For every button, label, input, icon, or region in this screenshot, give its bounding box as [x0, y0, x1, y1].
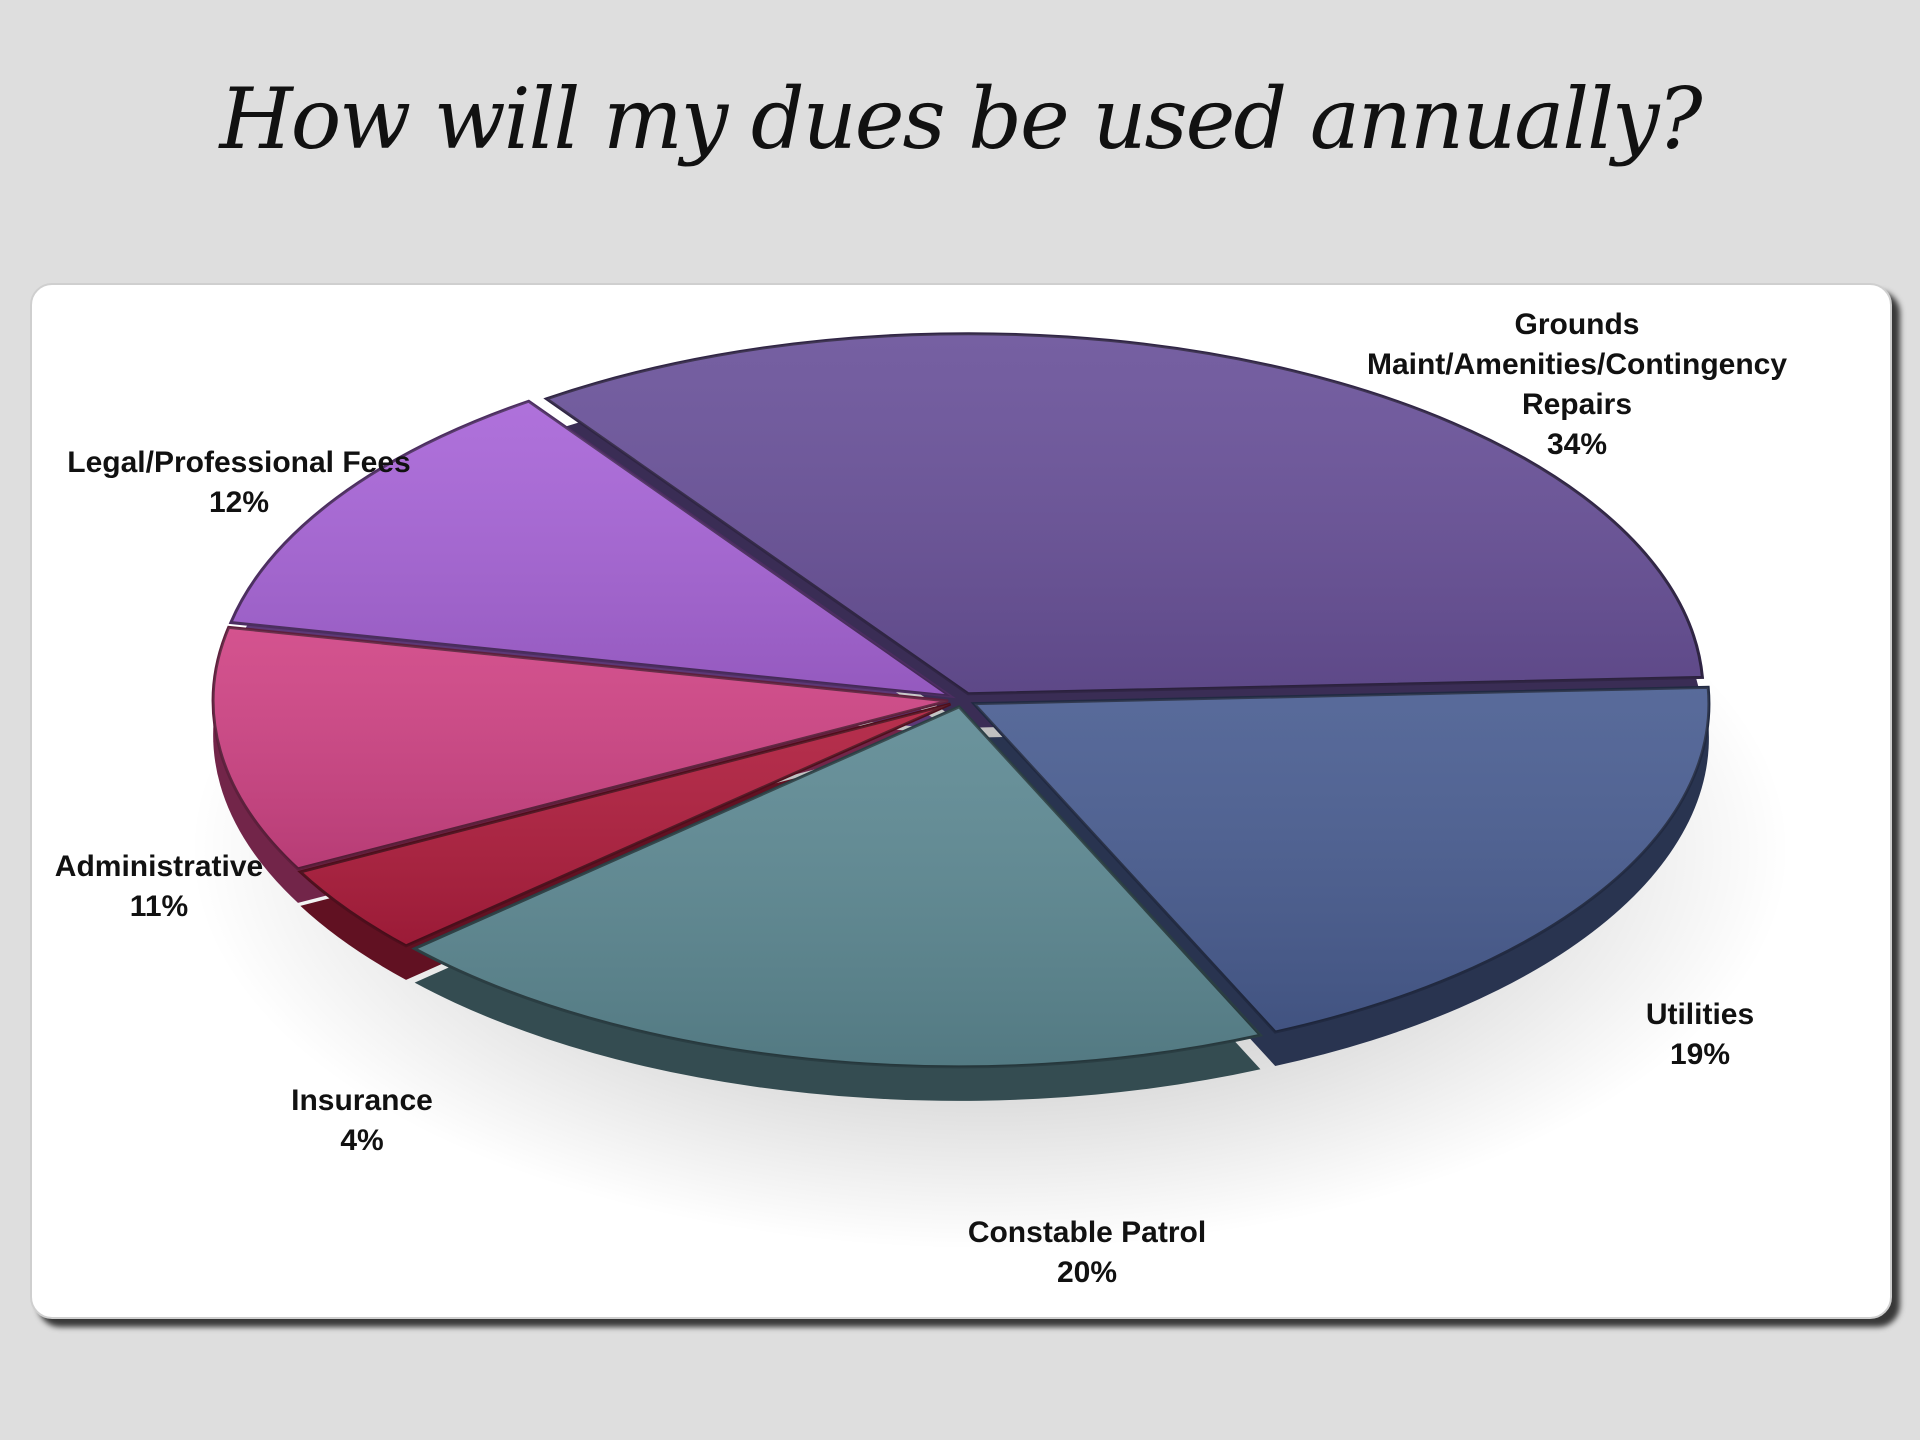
pie-slice-shading [300, 704, 951, 946]
pie-slice-shading [973, 687, 1709, 1033]
chart-title: How will my dues be used annually? [219, 70, 1702, 168]
pie-slice-shading [546, 333, 1703, 694]
slice-label: Utilities 19% [1646, 995, 1754, 1075]
slice-label-name: Repairs [1521, 388, 1633, 421]
pie-slice-shading [414, 706, 1261, 1067]
slice-label: Insurance 4% [291, 1081, 433, 1161]
slice-label-name: Administrative [54, 850, 264, 883]
slice-label: Legal/Professional Fees 12% [67, 443, 410, 523]
slice-label-percent: 11% [129, 890, 189, 923]
pie-slice-shading [213, 627, 949, 869]
slice-label-name: Legal/Professional Fees [67, 446, 411, 479]
slice-label-percent: 20% [1056, 1256, 1118, 1289]
slice-label-name: Maint/Amenities/Contingency [1366, 348, 1788, 381]
slice-label-percent: 4% [340, 1124, 384, 1157]
slice-label-name: Utilities [1645, 998, 1755, 1031]
slice-label: Constable Patrol 20% [968, 1213, 1206, 1293]
pie-slice-shading [230, 401, 951, 697]
slice-label: Grounds Maint/Amenities/Contingency Repair… [1367, 305, 1787, 465]
slice-label-percent: 34% [1546, 428, 1608, 461]
slice-label-name: Grounds [1514, 308, 1640, 341]
slice-label-name: Insurance [291, 1084, 433, 1117]
slice-label-percent: 12% [208, 486, 270, 519]
slice-label: Administrative 11% [55, 847, 263, 927]
slice-label-percent: 19% [1669, 1038, 1731, 1071]
slice-label-name: Constable Patrol [967, 1216, 1207, 1249]
